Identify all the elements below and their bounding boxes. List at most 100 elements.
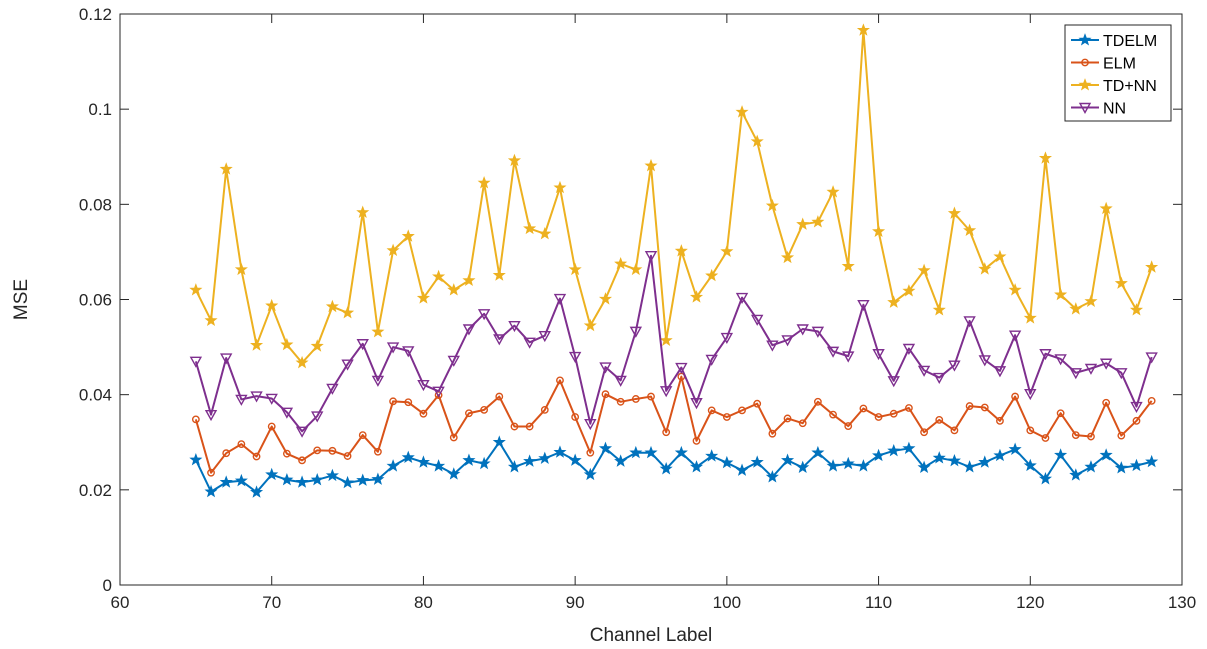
data-point-tdelm	[841, 456, 855, 470]
data-point-td-nn	[963, 223, 977, 237]
data-point-td-nn	[507, 153, 521, 167]
data-point-td-nn	[841, 259, 855, 272]
legend-marker-elm	[1081, 58, 1089, 67]
data-point-tdelm	[507, 460, 521, 473]
data-point-nn	[993, 366, 1007, 378]
data-point-nn	[1008, 330, 1022, 342]
data-point-td-nn	[1114, 276, 1128, 289]
data-point-tdelm	[477, 456, 491, 470]
data-point-tdelm	[295, 475, 309, 488]
y-tick-label: 0.12	[79, 5, 112, 24]
data-point-nn	[781, 335, 794, 347]
data-point-elm	[1071, 431, 1080, 440]
data-point-nn	[568, 351, 582, 364]
data-point-nn	[826, 346, 840, 358]
data-point-td-nn	[674, 244, 688, 257]
y-tick-label: 0.06	[79, 291, 112, 310]
data-point-nn	[417, 379, 430, 392]
data-point-nn	[917, 365, 931, 377]
data-point-nn	[1099, 358, 1113, 370]
data-point-nn	[447, 355, 460, 367]
data-point-tdelm	[492, 435, 506, 448]
data-point-nn	[553, 293, 567, 305]
data-point-nn	[659, 386, 673, 398]
data-point-elm	[631, 395, 640, 403]
data-point-elm	[965, 402, 974, 410]
data-point-nn	[341, 359, 354, 371]
data-point-td-nn	[659, 333, 673, 346]
data-point-td-nn	[947, 206, 961, 219]
data-point-elm	[1056, 409, 1065, 418]
data-point-tdelm	[887, 443, 901, 457]
data-point-elm	[237, 440, 246, 449]
data-point-td-nn	[280, 337, 294, 351]
data-point-td-nn	[993, 249, 1007, 263]
data-point-nn	[751, 314, 764, 326]
data-point-tdelm	[1008, 442, 1022, 455]
data-point-nn	[204, 409, 218, 422]
data-point-elm	[389, 397, 397, 406]
data-point-tdelm	[310, 472, 324, 486]
data-point-tdelm	[932, 451, 946, 464]
data-point-elm	[191, 415, 200, 424]
data-point-elm	[495, 392, 504, 401]
data-point-elm	[920, 428, 928, 437]
data-point-tdelm	[416, 455, 430, 468]
x-axis-label: Channel Label	[590, 625, 713, 646]
y-tick-label: 0.1	[88, 100, 112, 119]
data-point-td-nn	[644, 158, 658, 172]
data-point-elm	[935, 415, 944, 424]
data-point-elm	[449, 433, 458, 442]
data-point-elm	[586, 448, 595, 457]
data-point-td-nn	[568, 262, 582, 276]
data-point-td-nn	[887, 295, 901, 308]
data-point-td-nn	[1008, 283, 1022, 296]
data-point-td-nn	[371, 324, 385, 338]
data-point-elm	[647, 392, 655, 401]
data-point-nn	[356, 339, 369, 351]
data-point-elm	[980, 403, 989, 412]
data-point-elm	[267, 422, 276, 431]
data-point-tdelm	[432, 459, 446, 472]
x-tick-label: 70	[262, 593, 281, 612]
data-point-elm	[1117, 431, 1126, 440]
data-point-td-nn	[462, 273, 476, 287]
y-tick-label: 0.04	[79, 386, 112, 405]
data-point-tdelm	[189, 452, 203, 466]
data-point-tdelm	[629, 445, 643, 459]
data-point-nn	[1115, 368, 1128, 380]
data-point-elm	[874, 413, 883, 421]
data-point-td-nn	[204, 313, 218, 326]
data-point-tdelm	[1099, 448, 1113, 461]
series-nn	[189, 251, 1158, 438]
data-point-nn	[842, 351, 855, 363]
series-tdelm	[189, 435, 1159, 498]
data-point-elm	[222, 449, 231, 458]
data-point-nn	[295, 426, 309, 438]
data-point-nn	[584, 418, 597, 431]
data-point-nn	[493, 334, 506, 346]
x-tick-label: 120	[1016, 593, 1044, 612]
data-point-nn	[933, 372, 946, 384]
data-point-td-nn	[538, 226, 552, 240]
plot-area	[120, 14, 1182, 585]
data-point-tdelm	[735, 463, 749, 476]
data-point-tdelm	[902, 441, 916, 454]
legend-label-nn: NN	[1103, 101, 1126, 118]
data-point-nn	[963, 316, 976, 328]
data-point-td-nn	[720, 244, 734, 257]
data-point-tdelm	[856, 459, 870, 472]
data-point-elm	[798, 419, 807, 428]
data-point-td-nn	[401, 229, 415, 242]
data-point-td-nn	[295, 355, 309, 369]
data-point-td-nn	[265, 298, 279, 312]
data-point-elm	[768, 429, 777, 438]
data-point-tdelm	[401, 450, 415, 464]
data-point-tdelm	[917, 460, 931, 474]
data-point-tdelm	[947, 453, 961, 467]
data-point-nn	[1039, 349, 1052, 361]
data-point-tdelm	[1084, 460, 1098, 473]
data-point-elm	[1132, 416, 1141, 425]
data-point-td-nn	[932, 303, 946, 316]
data-point-tdelm	[280, 472, 294, 486]
